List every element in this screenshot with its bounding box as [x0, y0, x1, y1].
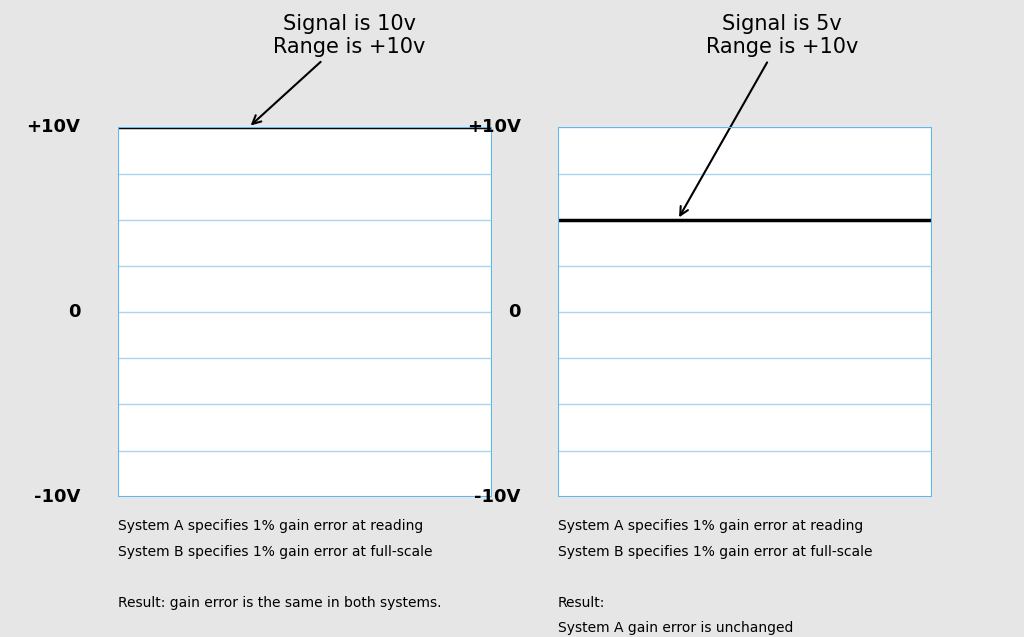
Text: System A gain error is unchanged: System A gain error is unchanged [558, 621, 794, 635]
Text: Signal is 10v
Range is +10v: Signal is 10v Range is +10v [252, 14, 426, 124]
Text: Result: gain error is the same in both systems.: Result: gain error is the same in both s… [118, 596, 441, 610]
Text: System A specifies 1% gain error at reading: System A specifies 1% gain error at read… [118, 519, 423, 533]
Text: System A specifies 1% gain error at reading: System A specifies 1% gain error at read… [558, 519, 863, 533]
Text: +10V: +10V [27, 118, 81, 136]
Text: System B specifies 1% gain error at full-scale: System B specifies 1% gain error at full… [118, 545, 432, 559]
Text: +10V: +10V [467, 118, 520, 136]
Text: 0: 0 [508, 303, 520, 321]
Text: -10V: -10V [34, 488, 81, 506]
Text: -10V: -10V [474, 488, 520, 506]
Text: 0: 0 [68, 303, 81, 321]
Text: System B specifies 1% gain error at full-scale: System B specifies 1% gain error at full… [558, 545, 872, 559]
Text: Signal is 5v
Range is +10v: Signal is 5v Range is +10v [680, 14, 858, 215]
Text: Result:: Result: [558, 596, 605, 610]
